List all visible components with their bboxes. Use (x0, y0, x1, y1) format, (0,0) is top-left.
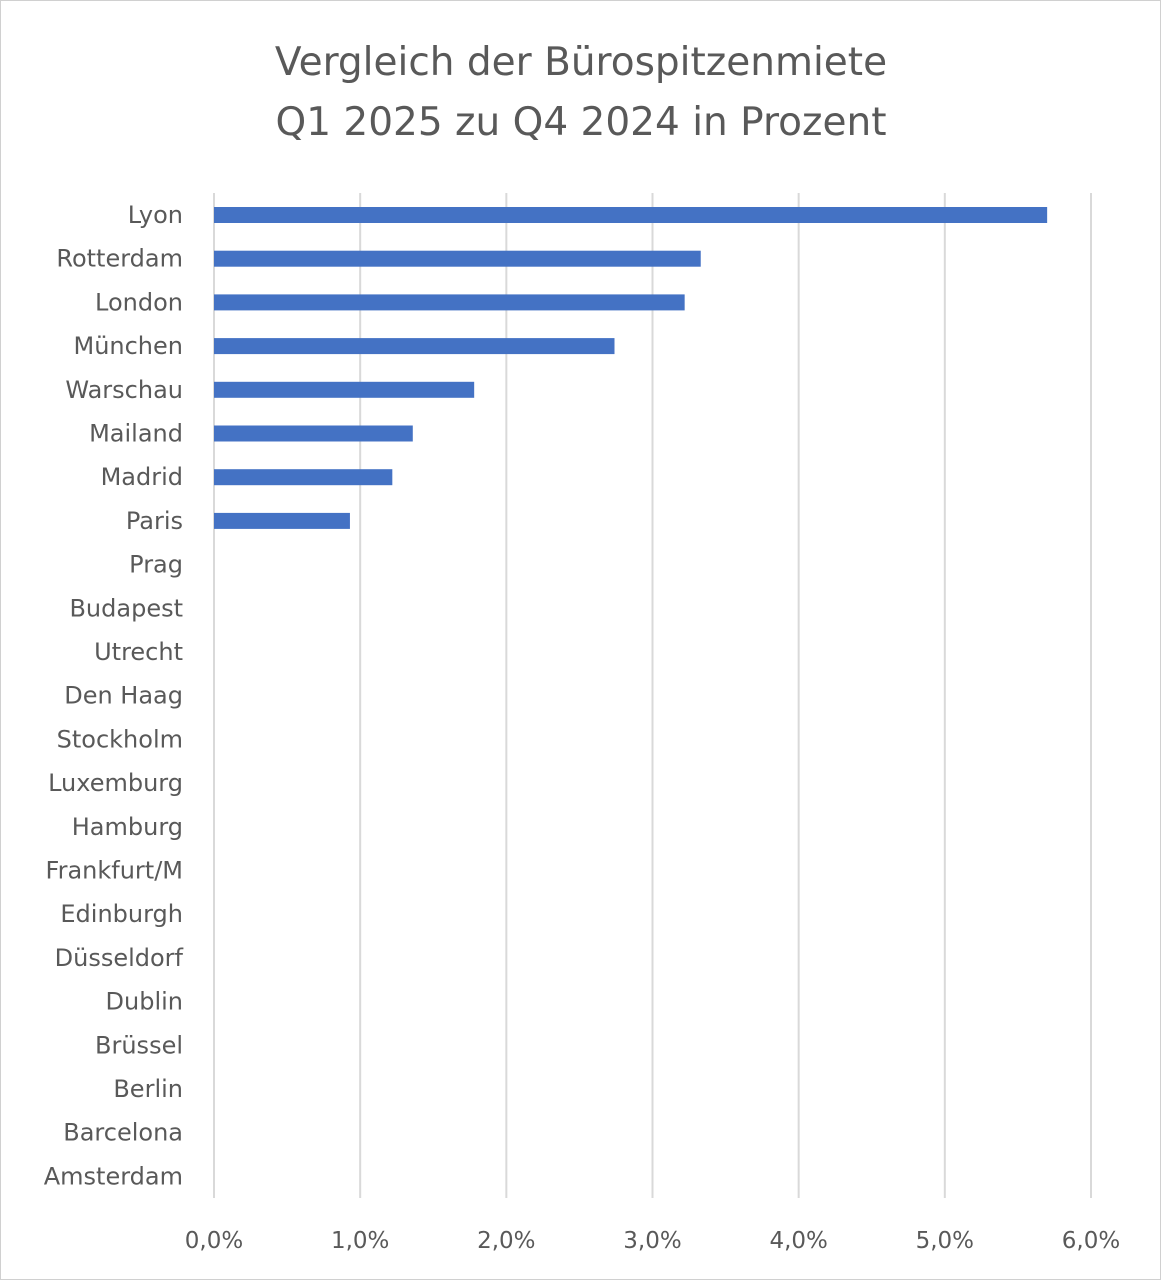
chart-title-line-1: Vergleich der Bürospitzenmiete (275, 40, 887, 85)
x-tick-labels: 0,0% 1,0% 2,0% 3,0% 4,0% 5,0% 6,0% (185, 1228, 1120, 1254)
gridlines (213, 193, 1092, 1198)
category-label: Amsterdam (44, 1162, 183, 1190)
category-label: München (73, 332, 183, 360)
category-label: Düsseldorf (55, 944, 184, 972)
category-label: Brüssel (95, 1031, 183, 1059)
category-label: Frankfurt/M (46, 857, 183, 885)
category-label: Luxemburg (48, 769, 183, 797)
category-labels: Lyon Rotterdam London München Warschau Mailan… (44, 201, 184, 1190)
category-label: Lyon (128, 201, 183, 229)
category-label: Budapest (69, 594, 183, 622)
bar (214, 338, 615, 355)
x-tick-label: 2,0% (477, 1228, 535, 1254)
bar (214, 425, 413, 442)
category-label: London (95, 288, 183, 316)
category-label: Warschau (65, 376, 183, 404)
category-label: Paris (126, 507, 183, 535)
category-label: Dublin (106, 988, 183, 1016)
x-tick-label: 0,0% (185, 1228, 243, 1254)
x-tick-label: 6,0% (1062, 1228, 1120, 1254)
category-label: Rotterdam (56, 245, 183, 273)
category-label: Mailand (89, 420, 183, 448)
bar (214, 469, 393, 486)
category-label: Berlin (113, 1075, 183, 1103)
category-label: Utrecht (94, 638, 183, 666)
bars (214, 207, 1048, 529)
category-label: Stockholm (57, 725, 183, 753)
bar (214, 207, 1048, 223)
bar (214, 294, 685, 311)
category-label: Madrid (101, 463, 183, 491)
chart-title-line-2: Q1 2025 zu Q4 2024 in Prozent (276, 100, 887, 145)
bar (214, 381, 475, 398)
x-tick-label: 3,0% (623, 1228, 681, 1254)
category-label: Den Haag (64, 682, 183, 710)
x-tick-label: 4,0% (769, 1228, 827, 1254)
chart-title: Vergleich der Bürospitzenmiete Q1 2025 z… (275, 40, 887, 145)
x-tick-label: 1,0% (331, 1228, 389, 1254)
bar (214, 512, 350, 529)
category-label: Barcelona (63, 1119, 183, 1147)
category-label: Hamburg (72, 813, 183, 841)
category-label: Prag (129, 551, 183, 579)
x-tick-label: 5,0% (916, 1228, 974, 1254)
category-label: Edinburgh (60, 900, 183, 928)
bar (214, 250, 701, 267)
